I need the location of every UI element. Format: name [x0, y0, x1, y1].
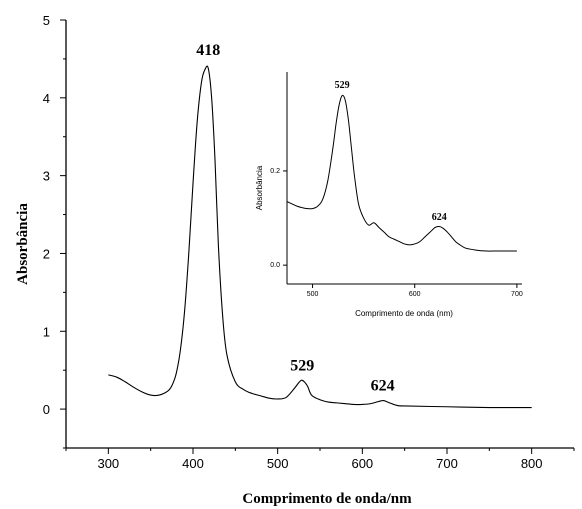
inset-y-ticks: 0.0 0.2	[270, 168, 287, 269]
main-x-tick-label: 700	[436, 456, 458, 471]
main-x-tick-label: 600	[351, 456, 373, 471]
main-x-tick-label: 300	[97, 456, 119, 471]
main-y-tick-label: 0	[43, 402, 50, 417]
main-x-ticks: 300 400 500 600 700 800	[65, 448, 575, 471]
main-x-tick-label: 400	[182, 456, 204, 471]
main-y-tick-label: 2	[43, 246, 50, 261]
main-spectrum-line	[108, 65, 532, 409]
main-y-ticks: 0 1 2 3 4 5	[43, 13, 66, 449]
inset-y-tick-label: 0.0	[270, 262, 280, 269]
inset-y-axis-title: Absorbância	[255, 165, 264, 210]
main-x-axis-title: Comprimento de onda/nm	[242, 491, 412, 507]
inset-spectrum-line	[286, 94, 517, 252]
inset-y-tick-label: 0.2	[270, 168, 280, 175]
main-peak-label: 418	[196, 42, 220, 59]
main-x-tick-label: 800	[521, 456, 543, 471]
inset-x-tick-label: 500	[307, 291, 319, 298]
main-peak-label: 624	[371, 378, 395, 395]
inset-x-tick-label: 600	[409, 291, 421, 298]
main-y-axis-title: Absorbância	[15, 203, 31, 285]
inset-peak-label: 529	[335, 80, 350, 91]
inset-x-ticks: 500 600 700	[307, 284, 523, 298]
main-y-tick-label: 1	[43, 324, 50, 339]
inset-x-tick-label: 700	[511, 291, 523, 298]
inset-peak-labels: 529 624	[335, 80, 447, 223]
main-peak-labels: 418 529 624	[196, 42, 394, 394]
main-peak-label: 529	[290, 357, 314, 374]
main-y-tick-label: 5	[43, 13, 50, 28]
main-y-tick-label: 4	[43, 91, 50, 106]
inset-x-axis-title: Comprimento de onda (nm)	[355, 309, 453, 318]
inset-peak-label: 624	[432, 212, 447, 223]
main-y-tick-label: 3	[43, 169, 50, 184]
main-x-tick-label: 500	[267, 456, 289, 471]
